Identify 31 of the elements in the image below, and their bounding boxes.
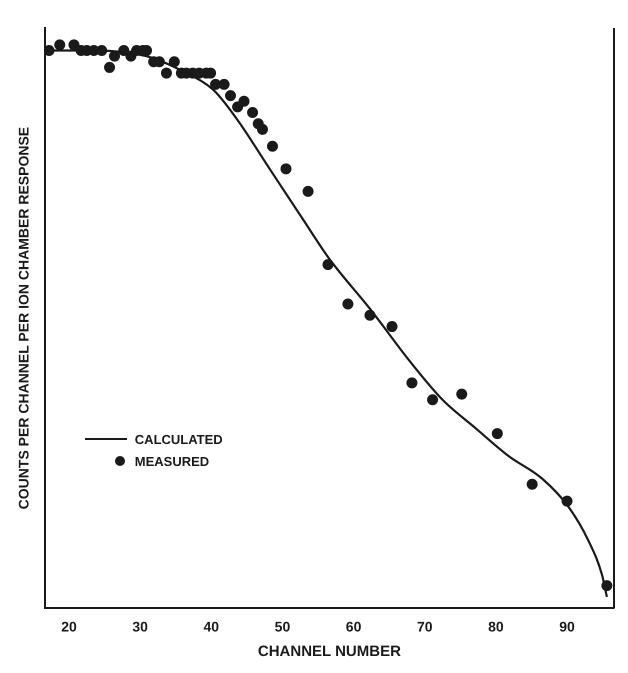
- point: [266, 140, 278, 152]
- x-tick-label: 70: [416, 618, 433, 634]
- point: [492, 428, 503, 440]
- x-tick-label: 20: [61, 618, 77, 634]
- legend-label: MEASURED: [134, 454, 210, 469]
- point: [225, 90, 236, 102]
- point: [406, 377, 418, 388]
- point: [280, 163, 292, 174]
- y-axis-title: COUNTS PER CHANNEL PER ION CHAMBER RESPONSE: [15, 126, 32, 510]
- point: [109, 50, 120, 62]
- x-tick-label: 80: [488, 618, 504, 634]
- point: [54, 39, 66, 50]
- point: [160, 68, 172, 79]
- point: [247, 106, 258, 118]
- x-tick-label: 30: [132, 618, 148, 634]
- legend-label: CALCULATED: [134, 432, 223, 447]
- x-tick-label: 90: [559, 618, 576, 634]
- point: [456, 388, 468, 400]
- point: [526, 478, 538, 490]
- point: [238, 96, 250, 107]
- x-tick-label: 60: [346, 618, 362, 634]
- point: [104, 62, 116, 73]
- point: [386, 321, 398, 332]
- point: [218, 78, 230, 90]
- point: [427, 394, 438, 406]
- x-axis-title: CHANNEL NUMBER: [258, 643, 402, 660]
- point: [257, 124, 268, 135]
- x-tick-label: 50: [274, 618, 290, 634]
- x-tick-label: 40: [204, 618, 220, 634]
- point: [302, 186, 314, 197]
- point: [342, 298, 354, 310]
